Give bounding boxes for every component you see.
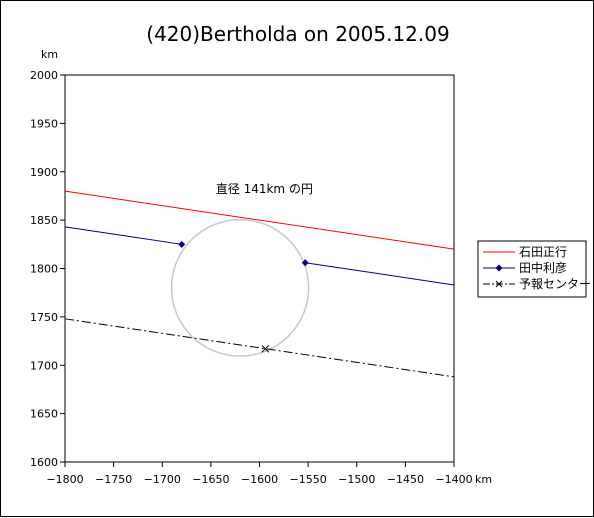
series-line-2: [64, 318, 455, 378]
series-line-0: [64, 190, 455, 250]
plot-area: [64, 74, 455, 463]
y-tick-label: 1650: [30, 408, 58, 421]
y-tick-label: 1850: [30, 214, 58, 227]
x-tick-label: −1400: [435, 473, 472, 486]
legend-label-0: 石田正行: [519, 245, 567, 259]
legend-label-1: 田中利彦: [519, 260, 567, 275]
x-tick-label: −1600: [241, 473, 278, 486]
y-tick-label: 1900: [30, 166, 58, 179]
x-tick-label: −1500: [338, 473, 375, 486]
axis-ticks: −1800 −1750 −1700 −1650 −1600 −1550 −1500 −1450…: [30, 69, 473, 486]
legend-marker-x: [495, 280, 503, 288]
y-tick-label: 1750: [30, 311, 58, 324]
legend: [477, 240, 587, 298]
series-line-1: [64, 226, 182, 245]
circle-141km: [170, 218, 310, 357]
series-marker-diamond: [178, 240, 186, 248]
x-tick-label: −1750: [95, 473, 132, 486]
y-tick-label: 1700: [30, 359, 58, 372]
y-tick-label: 1950: [30, 117, 58, 130]
y-tick-label: 1600: [30, 456, 58, 469]
series-marker-x: [261, 344, 270, 353]
legend-marker-diamond: [495, 264, 503, 272]
series-line-1: [305, 262, 455, 286]
x-tick-label: −1700: [144, 473, 181, 486]
chart-title: (420)Bertholda on 2005.12.09: [146, 22, 449, 46]
y-tick-label: 1800: [30, 263, 58, 276]
x-axis-label: km: [475, 473, 492, 486]
series-marker-diamond: [301, 259, 309, 267]
x-tick-label: −1650: [192, 473, 229, 486]
circle-annotation: 直径 141km の円: [216, 182, 313, 196]
y-tick-label: 2000: [30, 69, 58, 82]
legend-label-2: 予報センター: [519, 277, 591, 291]
x-tick-label: −1800: [46, 473, 83, 486]
y-axis-label: km: [41, 48, 58, 61]
x-tick-label: −1450: [387, 473, 424, 486]
chart-marks: [64, 190, 455, 378]
x-tick-label: −1550: [290, 473, 327, 486]
